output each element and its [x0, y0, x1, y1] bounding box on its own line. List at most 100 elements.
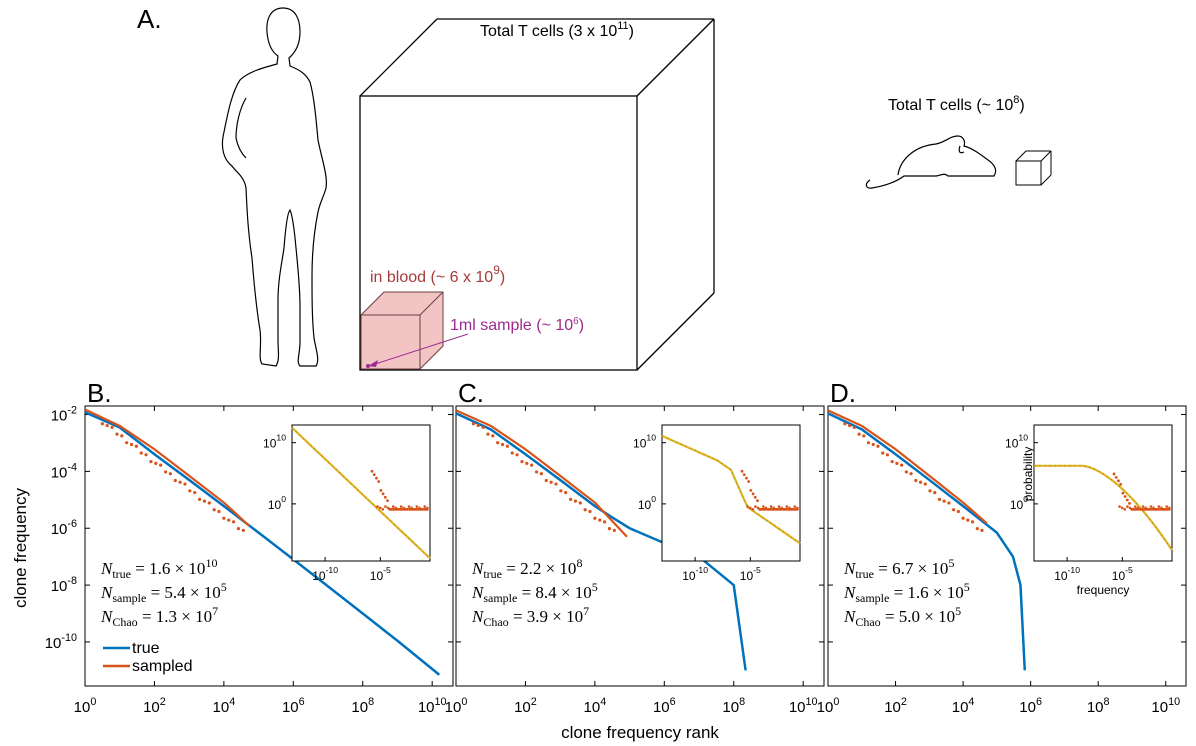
sample-arrowhead — [368, 360, 378, 367]
annotation-Chao: NChao = 3.9 × 107 — [471, 604, 589, 629]
inset-sampled-tail — [759, 508, 762, 511]
sampled-point — [129, 442, 134, 447]
sampled-point — [481, 425, 485, 429]
sampled-point — [564, 491, 568, 495]
x-tick-label: 108 — [1087, 696, 1110, 716]
sampled-point — [554, 482, 558, 486]
sample-dot — [366, 364, 370, 368]
inset-fit2-line — [291, 427, 431, 559]
x-tick-label: 104 — [952, 696, 975, 716]
sampled-point — [848, 423, 852, 428]
inset-sampled-tail — [748, 506, 752, 510]
inset-sampled-point — [784, 507, 788, 511]
inset-sampled-point — [753, 495, 757, 499]
x-tick-label: 100 — [74, 696, 97, 716]
legend-sampled-label: sampled — [132, 658, 192, 675]
inset-sampled-tail — [1165, 505, 1169, 508]
inset-sampled-tail — [790, 508, 794, 511]
y-tick-label: 10-10 — [45, 632, 77, 652]
sampled-point — [549, 480, 553, 484]
inset-sampled-point — [408, 507, 411, 511]
sampled-point — [471, 422, 475, 426]
inset-sampled-tail — [399, 505, 403, 508]
series-line-true — [84, 411, 441, 676]
inset-sampled-point — [423, 507, 427, 511]
inset-sampled-point — [381, 492, 385, 496]
sampled-point — [956, 509, 960, 514]
x-tick-label: 104 — [584, 696, 607, 716]
sampled-point — [525, 461, 529, 465]
inset-sampled-point — [778, 507, 781, 511]
sampled-point — [933, 491, 937, 495]
inset-sampled-tail — [410, 506, 413, 510]
inset-sampled-tail — [1123, 508, 1127, 511]
x-tick-label: 104 — [213, 696, 236, 716]
sampled-point — [598, 518, 602, 522]
x-tick-label: 100 — [817, 696, 840, 716]
inset-x-label: frequency — [1077, 583, 1130, 597]
inset-sampled-tail — [764, 506, 768, 510]
inset-y-tick-label: 1010 — [1005, 433, 1028, 451]
inset-y-tick-label: 1010 — [633, 433, 656, 451]
x-tick-label: 108 — [722, 696, 745, 716]
sampled-point — [530, 463, 534, 467]
inset-sampled-point — [1114, 475, 1118, 479]
inset-sampled-tail — [761, 505, 765, 508]
sampled-point — [188, 489, 192, 493]
sampled-point — [115, 432, 119, 436]
inset-sampled-tail — [1133, 505, 1137, 508]
panel-letter: D. — [830, 378, 856, 408]
sampled-point — [881, 451, 885, 455]
inset-sampled-tail — [394, 506, 398, 510]
sampled-point — [222, 516, 226, 520]
inset-sampled-point — [370, 469, 374, 473]
inset-sampled-point — [756, 499, 759, 503]
inset-frame — [661, 424, 801, 562]
sampled-point — [505, 444, 509, 448]
inset-sampled-tail — [793, 505, 797, 508]
inset-sampled-point — [742, 473, 746, 477]
annotation-Chao: NChao = 5.0 × 105 — [843, 604, 961, 629]
inset-plot: 10-10 10-5 1010 100 — [263, 424, 431, 583]
inset-sampled-tail — [405, 508, 408, 511]
inset-y-tick-label: 100 — [268, 494, 286, 512]
series-line-true — [827, 412, 1027, 671]
inset-sampled-tail — [796, 506, 799, 510]
sampled-point — [871, 442, 875, 447]
x-tick-label: 1010 — [418, 696, 447, 716]
sampled-point — [486, 432, 490, 436]
sampled-point — [144, 453, 148, 457]
inset-sampled-tail — [1152, 506, 1155, 510]
inset-sampled-tail — [1139, 508, 1142, 511]
sampled-point — [918, 480, 923, 484]
inset-sampled-tail — [1157, 505, 1161, 508]
sampled-point — [923, 482, 927, 486]
sampled-point — [212, 508, 216, 512]
sampled-point — [510, 451, 514, 455]
sampled-point — [914, 478, 918, 483]
inset-sampled-point — [740, 469, 744, 473]
inset-sampled-tail — [389, 508, 392, 511]
panel-letter: B. — [87, 378, 112, 408]
y-tick-label: 10-8 — [51, 575, 77, 595]
sampled-point — [909, 472, 913, 476]
y-tick-label: 10-2 — [51, 405, 77, 425]
annotation-sample: Nsample = 1.6 × 105 — [843, 580, 970, 605]
inset-sampled-tail — [782, 508, 786, 511]
x-tick-label: 100 — [445, 696, 468, 716]
panel-2: C. 100 102 104 106 108 1010 Ntrue = 2.2 × 108Ns… — [445, 378, 825, 716]
inset-sampled-tail — [746, 505, 749, 508]
inset-sampled-tail — [420, 508, 424, 511]
inset-sampled-point — [749, 488, 753, 492]
inset-sampled-point — [375, 476, 378, 480]
inset-sampled-point — [793, 507, 797, 511]
plot-frame — [455, 405, 825, 687]
inset-sampled-tail — [378, 506, 382, 510]
panel-a-letter: A. — [137, 4, 162, 34]
sampled-point — [843, 422, 847, 426]
inset-y-tick-label: 100 — [638, 494, 656, 512]
inset-sampled-point — [1150, 507, 1153, 511]
inset-sampled-tail — [1128, 506, 1132, 510]
inset-sampled-tail — [1118, 505, 1121, 508]
